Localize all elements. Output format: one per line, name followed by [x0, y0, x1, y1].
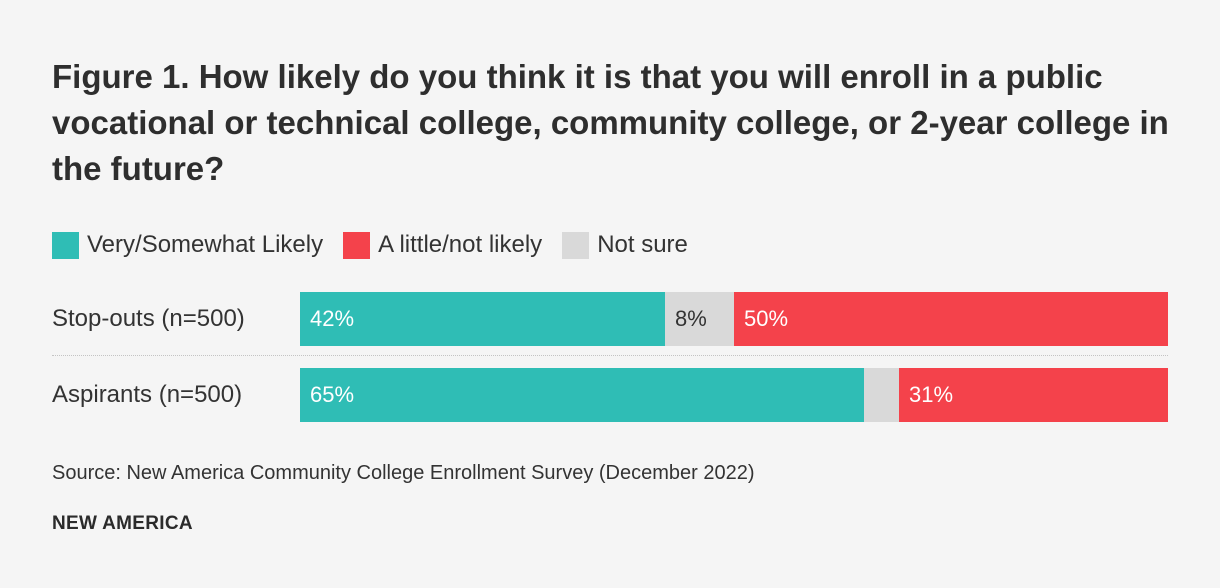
bar-segment-not-sure: 8% [665, 292, 734, 346]
chart-legend: Very/Somewhat Likely A little/not likely… [52, 229, 708, 261]
brand-logo-text: NEW AMERICA [52, 513, 193, 534]
bar-segment-very-somewhat-likely: 42% [300, 292, 665, 346]
legend-label-little-not-likely: A little/not likely [378, 231, 543, 258]
bar-segment-a-little-not-likely: 50% [734, 292, 1168, 346]
bar-stop-outs: 42% 8% 50% [300, 292, 1168, 346]
legend-swatch-little-not-likely [343, 231, 371, 259]
legend-item-very-somewhat-likely: Very/Somewhat Likely [52, 231, 323, 259]
legend-swatch-not-sure [562, 231, 590, 259]
row-label-stop-outs: Stop-outs (n=500) [52, 305, 245, 332]
bar-aspirants: 65% 31% [300, 368, 1168, 422]
row-divider [52, 355, 1168, 356]
legend-item-not-sure: Not sure [562, 231, 688, 259]
source-note: Source: New America Community College En… [52, 462, 755, 484]
bar-segment-not-sure [864, 368, 899, 422]
row-label-aspirants: Aspirants (n=500) [52, 381, 243, 408]
legend-label-very-somewhat-likely: Very/Somewhat Likely [87, 231, 324, 258]
chart-title: Figure 1. How likely do you think it is … [52, 58, 1169, 187]
stacked-bar-chart: Stop-outs (n=500) 42% 8% 50% Aspirants (n=… [52, 292, 1168, 424]
legend-label-not-sure: Not sure [597, 231, 688, 258]
bar-segment-a-little-not-likely: 31% [899, 368, 1168, 422]
legend-swatch-very-somewhat-likely [52, 231, 79, 259]
legend-item-little-not-likely: A little/not likely [343, 231, 542, 259]
bar-segment-very-somewhat-likely: 65% [300, 368, 864, 422]
